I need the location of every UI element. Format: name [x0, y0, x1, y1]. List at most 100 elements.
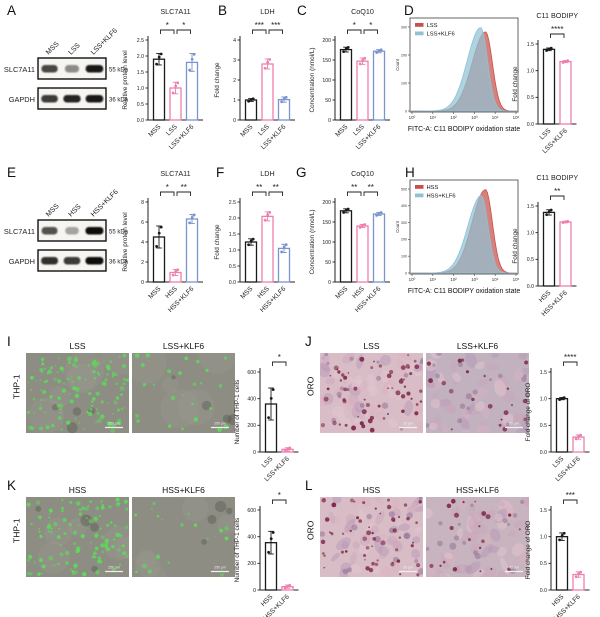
- image-title: LSS+KLF6: [162, 341, 205, 351]
- bar-LSS: [261, 63, 274, 121]
- protein-label: GAPDH: [9, 257, 35, 266]
- y-tick-label: 4: [141, 240, 144, 246]
- bar-HSS+KLF6: [277, 247, 291, 283]
- protein-band: [85, 65, 104, 73]
- data-point: [566, 219, 570, 223]
- micro-panel-oro-hss: ORO HSS 25 μm HSS+KLF6 25 μm: [304, 484, 529, 577]
- bar-chart-ldh-hss: LDH ** ** 0.0 0.5 1.0 1.5 2.0 2.5 Fold change MSS H…: [210, 166, 301, 318]
- y-tick-label: 400: [247, 534, 256, 540]
- x-category-label: LSS: [552, 455, 566, 469]
- data-point: [358, 225, 362, 229]
- scale-bar-label: 25 μm: [509, 566, 519, 570]
- flow-x-tick: 10²: [450, 277, 457, 282]
- x-category-label: MSS: [239, 123, 254, 138]
- data-point: [346, 207, 350, 211]
- data-point: [358, 62, 362, 66]
- sig-bracket: [252, 29, 267, 34]
- sig-stars: **: [273, 183, 279, 192]
- data-point: [176, 81, 180, 85]
- lane-label: LSS: [67, 42, 82, 57]
- y-tick-label: 1.5: [137, 70, 144, 76]
- legend-label: LSS: [427, 23, 438, 29]
- data-point: [266, 213, 270, 217]
- data-point: [192, 213, 196, 217]
- data-point: [249, 239, 253, 243]
- y-tick-label: 100: [322, 240, 331, 246]
- data-point: [188, 68, 191, 72]
- data-point: [288, 446, 292, 450]
- y-tick-label: 0: [328, 118, 331, 124]
- micrograph-image: 250 μm: [26, 497, 129, 577]
- legend-swatch: [415, 185, 424, 189]
- bar-MSS: [244, 241, 258, 283]
- y-tick-label: 1.5: [527, 42, 534, 48]
- weight-label: 55 kDa: [109, 68, 129, 74]
- data-point: [379, 48, 383, 52]
- data-point: [342, 50, 345, 54]
- y-axis-label: Fold change: [512, 228, 519, 264]
- data-point: [361, 58, 365, 62]
- micro-panel-thp1-lss: THP-1 LSS 250 μm LSS+KLF6 250 μm: [10, 340, 235, 433]
- sig-bracket: [268, 29, 283, 34]
- data-point: [267, 550, 270, 554]
- legend-swatch: [415, 31, 424, 36]
- lane-label: HSS: [67, 203, 82, 218]
- data-point: [284, 95, 288, 99]
- data-point: [375, 213, 378, 217]
- y-tick-label: 1.5: [540, 508, 547, 514]
- data-point: [176, 268, 180, 272]
- chart-title: CoQ10: [351, 169, 374, 178]
- data-point: [363, 56, 367, 60]
- bar-MSS: [244, 99, 258, 121]
- bar-HSS: [555, 536, 569, 591]
- sig-stars: *: [278, 353, 281, 362]
- protein-band: [85, 227, 104, 235]
- flow-histogram-hss: HSS HSS+KLF6 0 100 200 300 400 500 Count 10⁰ 10¹ 10…: [384, 172, 534, 314]
- micrograph-image: 250 μm: [132, 353, 235, 433]
- y-tick-label: 100: [322, 78, 331, 84]
- sig-bracket: [550, 33, 565, 38]
- sig-stars: ****: [564, 353, 576, 362]
- y-tick-label: 3: [233, 58, 236, 64]
- sig-bracket: [160, 29, 175, 34]
- data-point: [157, 231, 161, 235]
- micrograph-image: 25 μm: [320, 353, 423, 433]
- y-tick-label: 0: [328, 280, 331, 286]
- y-axis-label: Concentration (nmol/L): [309, 209, 316, 274]
- data-point: [379, 211, 383, 214]
- y-tick-label: 600: [247, 508, 256, 514]
- data-point: [342, 211, 345, 214]
- y-tick-label: 2.0: [137, 54, 144, 60]
- x-category-label: LSS: [165, 123, 179, 137]
- panel-label-b: B: [218, 3, 228, 18]
- x-category-label: MSS: [334, 285, 349, 300]
- flow-y-tick: 200: [401, 53, 407, 57]
- bar-MSS: [339, 48, 353, 121]
- flow-x-tick: 10¹: [430, 115, 437, 120]
- panel-label-c: C: [297, 3, 308, 18]
- data-point: [174, 84, 178, 88]
- bar-HSS: [261, 215, 274, 283]
- bar-LSS+KLF6: [372, 50, 386, 121]
- data-point: [159, 52, 163, 56]
- y-tick-label: 1.0: [527, 68, 534, 74]
- panel-label-j: J: [305, 334, 313, 349]
- sig-bracket: [363, 29, 378, 34]
- data-point: [282, 97, 286, 101]
- data-point: [283, 449, 287, 452]
- y-tick-label: 1.0: [540, 534, 547, 540]
- chart-title: LDH: [260, 169, 274, 178]
- chart-title: LDH: [260, 7, 274, 16]
- western-blot-lss: MSS LSS LSS+KLF6 SLC7A11 55 kDa GAPDH 36 kDa: [2, 22, 138, 118]
- sig-stars: **: [554, 187, 560, 196]
- data-point: [271, 388, 275, 391]
- chart-svg: C11 BODIPY **** 0.0 0.5 1.0 1.5 Fold change LSS…: [512, 11, 578, 155]
- y-tick-label: 8: [141, 200, 144, 206]
- data-point: [269, 537, 273, 541]
- bar-HSS+KLF6: [185, 218, 199, 283]
- y-tick-label: 2.5: [137, 38, 144, 44]
- bar-chart-slc7a11-hss: SLC7A11 * ** 0 2 4 6 8 Relative protein level MSS…: [118, 166, 209, 318]
- y-tick-label: 0: [253, 450, 256, 456]
- bar-MSS: [152, 58, 166, 121]
